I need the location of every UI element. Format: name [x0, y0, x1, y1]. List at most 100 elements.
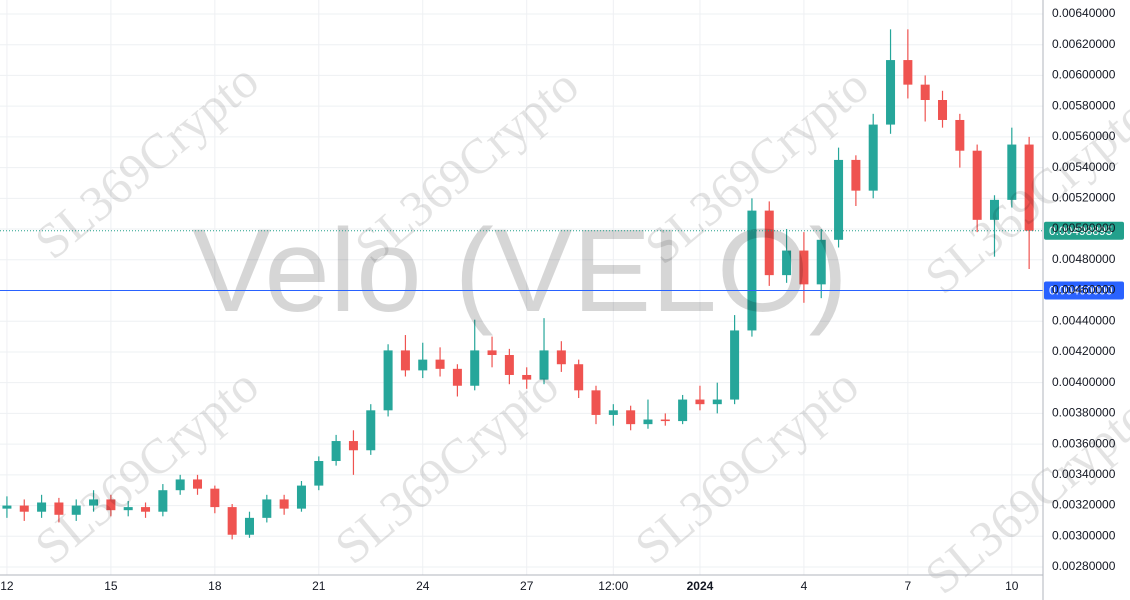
candle-body	[141, 507, 151, 512]
candle-body	[296, 485, 306, 509]
candle-body	[19, 505, 29, 512]
y-tick-label: 0.00560000	[1052, 129, 1116, 143]
y-tick-label: 0.00320000	[1052, 498, 1116, 512]
candle-body	[366, 410, 376, 451]
y-tick-label: 0.00420000	[1052, 344, 1116, 358]
candle-body	[539, 350, 549, 380]
candle-body	[886, 60, 896, 125]
candle-body	[868, 124, 878, 191]
candle-body	[314, 461, 324, 486]
candle-body	[816, 239, 826, 285]
y-tick-label: 0.00500000	[1052, 221, 1116, 235]
x-tick-label: 21	[312, 579, 326, 593]
candle-body	[747, 210, 757, 331]
overlays: 0.00460000 0.00498895	[0, 221, 1124, 300]
candle-body	[2, 505, 12, 509]
candle-body	[643, 419, 653, 425]
candle-body	[989, 199, 999, 220]
y-tick-label: 0.00300000	[1052, 528, 1116, 542]
x-tick-label: 4	[801, 579, 808, 593]
price-level-tag	[1044, 281, 1124, 300]
y-tick-label: 0.00480000	[1052, 252, 1116, 266]
candle-body	[158, 490, 168, 512]
candle-body	[764, 210, 774, 276]
candle-body	[400, 350, 410, 371]
candle-body	[972, 150, 982, 220]
candle-body	[89, 499, 99, 506]
x-tick-label: 12:00	[598, 579, 628, 593]
candle-body	[851, 159, 861, 191]
price-level-label: 0.00460000	[1049, 284, 1113, 298]
candle-body	[955, 119, 965, 151]
y-tick-label: 0.00340000	[1052, 467, 1116, 481]
candle-body	[418, 359, 428, 371]
candle-body	[730, 330, 740, 400]
candle-body	[123, 507, 133, 511]
y-tick-label: 0.00380000	[1052, 406, 1116, 420]
candle-body	[71, 505, 81, 515]
candle-body	[574, 364, 584, 391]
x-tick-label: 27	[520, 579, 534, 593]
x-tick-label: 7	[905, 579, 912, 593]
candle-body	[920, 84, 930, 101]
candle-body	[695, 399, 705, 405]
x-tick-label: 15	[104, 579, 118, 593]
y-tick-label: 0.00580000	[1052, 98, 1116, 112]
candle-body	[348, 441, 358, 451]
candle-body	[1024, 144, 1034, 231]
y-tick-label: 0.00440000	[1052, 313, 1116, 327]
candle-body	[903, 60, 913, 85]
candle-body	[37, 502, 47, 512]
candle-body	[782, 250, 792, 276]
y-tick-label: 0.00280000	[1052, 559, 1116, 573]
x-tick-label: 18	[208, 579, 222, 593]
candle-body	[244, 517, 254, 535]
y-tick-label: 0.00460000	[1052, 283, 1116, 297]
candle-body	[626, 410, 636, 425]
y-tick-label: 0.00640000	[1052, 6, 1116, 20]
candle-body	[227, 507, 237, 535]
candle-body	[660, 419, 670, 422]
x-tick-label: 10	[1005, 579, 1019, 593]
candle-body	[678, 399, 688, 422]
y-tick-label: 0.00620000	[1052, 37, 1116, 51]
candle-body	[210, 488, 220, 508]
watermark: Velo (VELO)	[192, 205, 848, 337]
last-price-tag	[1044, 221, 1124, 240]
candle-body	[504, 355, 514, 375]
x-tick-label: 24	[416, 579, 430, 593]
candle-body	[279, 499, 289, 509]
candle-body	[591, 390, 601, 415]
candle-body	[54, 502, 64, 515]
candle-body	[556, 350, 566, 365]
candle-body	[1007, 144, 1017, 200]
candle-body	[106, 499, 116, 511]
y-tick-label: 0.00400000	[1052, 375, 1116, 389]
candle-body	[175, 479, 185, 491]
y-tick-label: 0.00540000	[1052, 160, 1116, 174]
last-price-label: 0.00498895	[1049, 224, 1113, 238]
y-tick-label: 0.00360000	[1052, 436, 1116, 450]
x-tick-label: 2024	[687, 579, 714, 593]
candle-body	[262, 499, 272, 518]
y-tick-label: 0.00600000	[1052, 68, 1116, 82]
candle-body	[938, 100, 948, 120]
candle-body	[470, 350, 480, 386]
candle-body	[193, 479, 203, 489]
candle-body	[834, 159, 844, 240]
candle-body	[331, 441, 341, 462]
candle-body	[435, 359, 445, 369]
candle-body	[522, 374, 532, 380]
candle-body	[799, 250, 809, 285]
candles	[2, 29, 1034, 540]
candle-body	[608, 410, 618, 415]
y-tick-label: 0.00520000	[1052, 190, 1116, 204]
candle-body	[487, 350, 497, 356]
candle-body	[383, 350, 393, 411]
x-tick-label: 12	[0, 579, 14, 593]
candle-body	[712, 399, 722, 405]
candle-body	[452, 368, 462, 386]
